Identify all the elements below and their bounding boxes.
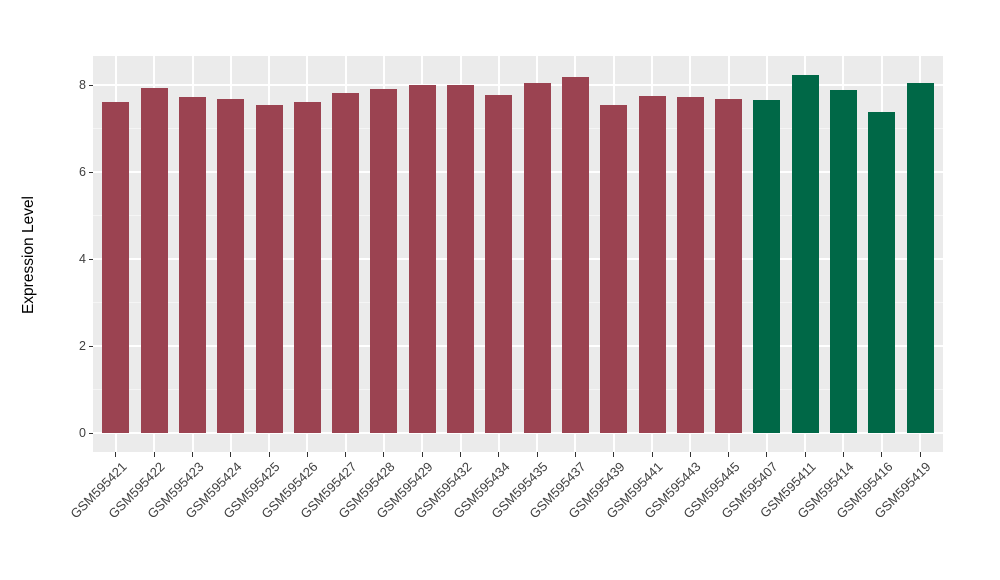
x-tick-mark-GSM595422 — [153, 452, 155, 457]
bar-GSM595437 — [561, 77, 589, 433]
bar-GSM595432 — [447, 85, 475, 433]
y-tick-label-6: 6 — [79, 164, 86, 179]
x-tick-mark-GSM595429 — [421, 452, 423, 457]
gridline-minor-y-1 — [93, 389, 943, 391]
x-tick-mark-GSM595414 — [842, 452, 844, 457]
bar-GSM595443 — [676, 97, 704, 433]
bar-GSM595427 — [332, 92, 360, 433]
x-tick-mark-GSM595437 — [574, 452, 576, 457]
plot-panel — [93, 56, 943, 452]
bar-GSM595428 — [370, 89, 398, 433]
bar-GSM595414 — [829, 89, 857, 433]
bar-GSM595435 — [523, 83, 551, 433]
x-tick-mark-GSM595435 — [536, 452, 538, 457]
gridline-minor-y-5 — [93, 215, 943, 217]
x-tick-mark-GSM595426 — [306, 452, 308, 457]
x-tick-mark-GSM595425 — [268, 452, 270, 457]
bar-GSM595441 — [638, 95, 666, 433]
bar-GSM595434 — [485, 94, 513, 433]
bar-GSM595429 — [408, 85, 436, 433]
y-tick-mark-0 — [88, 432, 93, 434]
x-tick-mark-GSM595407 — [766, 452, 768, 457]
x-tick-mark-GSM595445 — [728, 452, 730, 457]
x-tick-mark-GSM595428 — [383, 452, 385, 457]
bar-GSM595407 — [753, 100, 781, 433]
bar-GSM595426 — [293, 102, 321, 433]
bar-GSM595419 — [906, 82, 934, 433]
x-tick-mark-GSM595427 — [345, 452, 347, 457]
x-tick-mark-GSM595432 — [460, 452, 462, 457]
y-tick-label-8: 8 — [79, 77, 86, 92]
y-tick-mark-6 — [88, 171, 93, 173]
x-tick-mark-GSM595419 — [919, 452, 921, 457]
x-tick-mark-GSM595411 — [804, 452, 806, 457]
y-axis-title: Expression Level — [20, 195, 37, 315]
x-tick-mark-GSM595423 — [192, 452, 194, 457]
x-tick-mark-GSM595441 — [651, 452, 653, 457]
bar-GSM595425 — [255, 104, 283, 433]
y-tick-mark-8 — [88, 84, 93, 86]
x-tick-mark-GSM595416 — [881, 452, 883, 457]
bar-GSM595416 — [868, 112, 896, 433]
bar-GSM595423 — [179, 96, 207, 433]
gridline-minor-y-7 — [93, 128, 943, 130]
gridline-major-y-2 — [93, 345, 943, 348]
bar-GSM595424 — [217, 99, 245, 433]
gridline-minor-y-3 — [93, 302, 943, 304]
x-tick-mark-GSM595439 — [613, 452, 615, 457]
y-tick-mark-2 — [88, 345, 93, 347]
bar-GSM595445 — [715, 99, 743, 433]
bar-GSM595422 — [140, 88, 168, 433]
y-tick-label-4: 4 — [79, 251, 86, 266]
y-tick-mark-4 — [88, 258, 93, 260]
x-tick-mark-GSM595424 — [230, 452, 232, 457]
bar-GSM595411 — [791, 74, 819, 433]
x-tick-mark-GSM595434 — [498, 452, 500, 457]
y-tick-label-0: 0 — [79, 425, 86, 440]
gridline-major-y-8 — [93, 84, 943, 87]
x-tick-mark-GSM595421 — [115, 452, 117, 457]
x-tick-mark-GSM595443 — [689, 452, 691, 457]
bar-GSM595421 — [102, 102, 130, 433]
gridline-major-y-4 — [93, 258, 943, 261]
y-tick-label-2: 2 — [79, 338, 86, 353]
gridline-major-y-6 — [93, 171, 943, 174]
bar-GSM595439 — [600, 104, 628, 433]
gridline-major-y-0 — [93, 432, 943, 434]
